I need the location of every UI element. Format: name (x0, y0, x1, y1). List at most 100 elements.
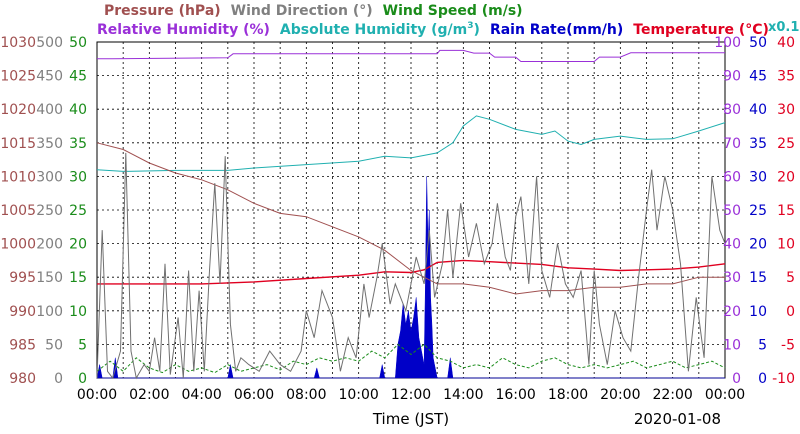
wind-speed-line (96, 343, 726, 374)
grid-lines (97, 42, 725, 378)
series-lines (96, 49, 726, 380)
x-axis-label: Time (JST) (372, 410, 449, 428)
pressure-line (96, 142, 725, 295)
pressure-tick: 1015 (0, 136, 36, 152)
humidity-tick: 0 (732, 371, 741, 387)
legend-entry: Wind Speed (m/s) (383, 3, 523, 19)
absolute-humidity-line (96, 115, 726, 172)
pressure-tick: 995 (9, 270, 36, 286)
temperature-tick: 35 (777, 69, 795, 85)
rain-rate-tick: 20 (749, 237, 767, 253)
humidity-tick: 100 (714, 35, 741, 51)
wind-direction-tick: 50 (45, 337, 63, 353)
temperature-tick: 40 (777, 35, 795, 51)
wind-speed-tick: 0 (78, 371, 87, 387)
x-tick-label: 14:00 (443, 387, 483, 403)
wind-speed-tick: 5 (78, 337, 87, 353)
x-tick-label: 16:00 (495, 387, 535, 403)
wind-direction-tick: 0 (54, 371, 63, 387)
x-tick-label: 12:00 (391, 387, 431, 403)
x-tick-label: 22:00 (652, 387, 692, 403)
legend-entry: Pressure (hPa) (104, 3, 221, 19)
legend-entry-tail: ) (474, 22, 480, 38)
humidity-tick: 40 (723, 237, 741, 253)
humidity-tick: 80 (723, 102, 741, 118)
date-label: 2020-01-08 (634, 410, 721, 428)
x-tick-label: 06:00 (234, 387, 274, 403)
pressure-tick: 985 (9, 337, 36, 353)
humidity-tick: 70 (723, 136, 741, 152)
multiplier-label: x0.1 (768, 20, 799, 35)
rain-rate-tick: 30 (749, 169, 767, 185)
legend-entry: Temperature (°C) (633, 22, 769, 38)
rain-rate-tick: 35 (749, 136, 767, 152)
temperature-tick: 30 (777, 102, 795, 118)
pressure-tick: 1030 (0, 35, 36, 51)
legend-row-1: Pressure (hPa) Wind Direction (°) Wind Spe… (104, 3, 523, 19)
temperature-line (97, 259, 726, 285)
wind-direction-line (96, 152, 726, 380)
relative-humidity-line (97, 49, 725, 62)
wind-direction-tick: 100 (36, 304, 63, 320)
legend-entry: Relative Humidity (%) (97, 22, 270, 38)
x-axis: 00:00 02:00 04:00 06:00 08:00 10:00 12:00 14:00… (77, 387, 745, 403)
temperature-tick: -5 (781, 337, 795, 353)
rain-rate-tick: 0 (758, 371, 767, 387)
x-tick-label: 10:00 (338, 387, 378, 403)
wind-speed-tick: 45 (69, 69, 87, 85)
wind-direction-tick: 150 (36, 270, 63, 286)
temperature-tick: 10 (777, 237, 795, 253)
wind-speed-tick: 15 (69, 270, 87, 286)
wind-speed-tick: 50 (69, 35, 87, 51)
wind-direction-tick: 250 (36, 203, 63, 219)
wind-speed-tick: 20 (69, 237, 87, 253)
wind-speed-tick: 30 (69, 169, 87, 185)
legend-row-2: Relative Humidity (%) Absolute Humidity (… (97, 20, 799, 38)
wind-direction-tick: 350 (36, 136, 63, 152)
legend-entry: Rain Rate(mm/h) (490, 22, 623, 38)
x-tick-label: 08:00 (286, 387, 326, 403)
rain-rate-series (96, 176, 725, 379)
left-axes: 9809859909951000100510101015102010251030… (0, 35, 87, 387)
pressure-tick: 1000 (0, 237, 36, 253)
humidity-tick: 20 (723, 304, 741, 320)
pressure-tick: 1020 (0, 102, 36, 118)
x-tick-label: 04:00 (181, 387, 221, 403)
rain-rate-tick: 25 (749, 203, 767, 219)
temperature-tick: 0 (786, 304, 795, 320)
humidity-tick: 30 (723, 270, 741, 286)
right-axes: 0102030405060708090100051015202530354045… (714, 35, 795, 387)
pressure-tick: 1010 (0, 169, 36, 185)
pressure-tick: 990 (9, 304, 36, 320)
rain-rate-tick: 5 (758, 337, 767, 353)
wind-direction-tick: 500 (36, 35, 63, 51)
legend-entry: Wind Direction (°) (231, 3, 373, 19)
x-tick-label: 18:00 (548, 387, 588, 403)
x-tick-label: 20:00 (600, 387, 640, 403)
rain-rate-tick: 10 (749, 304, 767, 320)
temperature-tick: 5 (786, 270, 795, 286)
humidity-tick: 50 (723, 203, 741, 219)
wind-direction-tick: 450 (36, 69, 63, 85)
legend-text: Relative Humidity (%) Absolute Humidity (… (97, 21, 769, 38)
legend-superscript: 3 (467, 21, 473, 31)
x-tick-label: 02:00 (129, 387, 169, 403)
rain-rate-tick: 45 (749, 69, 767, 85)
humidity-tick: 10 (723, 337, 741, 353)
temperature-tick: 20 (777, 169, 795, 185)
rain-rate-tick: 40 (749, 102, 767, 118)
wind-speed-tick: 25 (69, 203, 87, 219)
rain-rate-area (96, 176, 725, 379)
pressure-tick: 980 (9, 371, 36, 387)
wind-direction-tick: 400 (36, 102, 63, 118)
temperature-tick: 15 (777, 203, 795, 219)
x-tick-label: 00:00 (705, 387, 745, 403)
x-tick-label: 00:00 (77, 387, 117, 403)
humidity-tick: 90 (723, 69, 741, 85)
wind-direction-tick: 200 (36, 237, 63, 253)
wind-speed-tick: 35 (69, 136, 87, 152)
temperature-tick: -10 (772, 371, 795, 387)
wind-direction-tick: 300 (36, 169, 63, 185)
rain-rate-tick: 15 (749, 270, 767, 286)
